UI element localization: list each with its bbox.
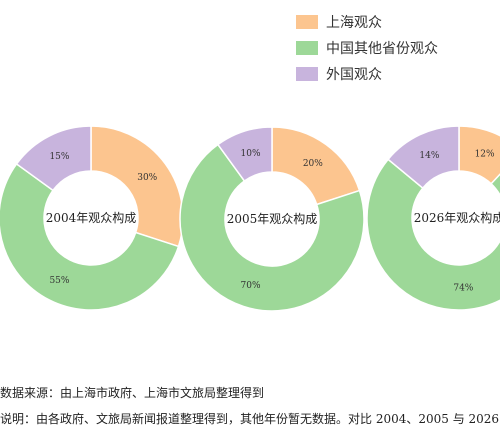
notes: 数据来源：由上海市政府、上海市文旅局整理得到 说明：由各政府、文旅局新闻报道整理… (0, 380, 500, 432)
slice-1-other-provinces (0, 162, 180, 311)
source-note: 数据来源：由上海市政府、上海市文旅局整理得到 (0, 386, 265, 400)
description-note: 说明：由各政府、文旅局新闻报道整理得到，其他年份暂无数据。对比 2004、200… (0, 412, 500, 426)
chart-title-1: 2004年观众构成 (46, 210, 137, 225)
slice-2-other-provinces (179, 143, 365, 312)
slice-label-2-shanghai: 20% (303, 159, 323, 169)
slice-label-2-other-provinces: 70% (241, 281, 261, 291)
slice-3-other-provinces (366, 158, 500, 311)
chart-title-2: 2005年观众构成 (227, 211, 318, 226)
slice-1-foreign (15, 125, 92, 192)
legend: 上海观众 中国其他省份观众 外国观众 (296, 12, 438, 84)
slice-2-foreign (216, 126, 273, 183)
slice-1-shanghai (90, 125, 184, 248)
legend-item-other-provinces: 中国其他省份观众 (296, 38, 438, 58)
donut-charts: 30% 55% 15% 2004年观众构成 20% 70% 10% 2005年观众构成 12% 7… (0, 125, 500, 312)
slice-3-shanghai (458, 125, 500, 185)
slice-label-3-foreign: 14% (419, 151, 439, 161)
legend-label-foreign: 外国观众 (326, 67, 382, 83)
slice-label-1-shanghai: 30% (137, 173, 157, 183)
donut-chart-2: 20% 70% 10% 2005年观众构成 (179, 126, 365, 312)
legend-label-shanghai: 上海观众 (326, 15, 382, 31)
donut-chart-1: 30% 55% 15% 2004年观众构成 (0, 125, 184, 311)
legend-swatch-foreign (296, 67, 318, 81)
slice-label-3-shanghai: 12% (475, 149, 495, 159)
legend-swatch-other-provinces (296, 41, 318, 55)
slice-3-foreign (387, 125, 460, 190)
donut-chart-3: 12% 74% 14% 2026年观众构成 (366, 125, 500, 311)
slice-label-3-other-provinces: 74% (453, 283, 473, 293)
chart-title-3: 2026年观众构成 (414, 210, 500, 225)
slice-label-1-foreign: 15% (49, 152, 69, 162)
legend-item-foreign: 外国观众 (296, 64, 438, 84)
legend-swatch-shanghai (296, 15, 318, 29)
slice-label-2-foreign: 10% (241, 149, 261, 159)
legend-label-other-provinces: 中国其他省份观众 (326, 41, 438, 57)
legend-item-shanghai: 上海观众 (296, 12, 438, 32)
slice-label-1-other-provinces: 55% (49, 276, 69, 286)
